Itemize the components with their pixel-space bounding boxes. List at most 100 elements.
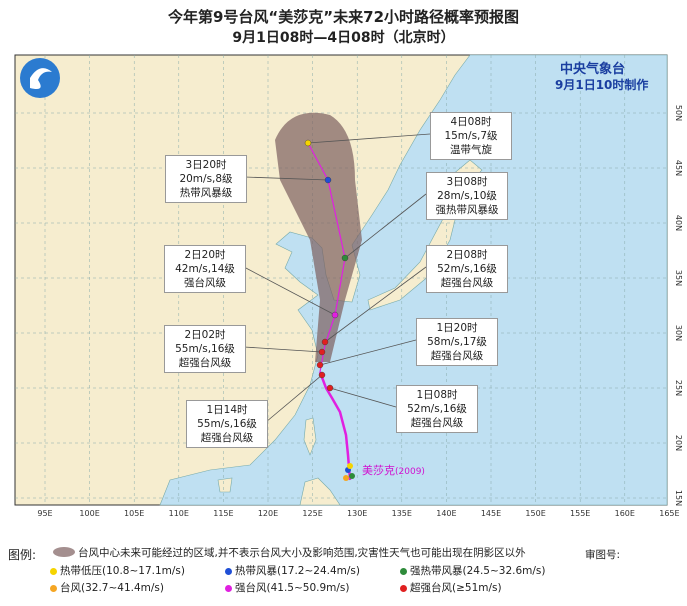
legend-text: 超强台风(≥51m/s) (410, 582, 502, 594)
longitude-label: 150E (525, 509, 545, 518)
leader-line (243, 266, 336, 316)
longitude-label: 95E (37, 509, 52, 518)
forecast-wind: 20m/s,8级 (179, 173, 233, 185)
legend-text: 台风(32.7~41.4m/s) (60, 582, 164, 594)
track-point (326, 384, 334, 392)
logo (20, 58, 60, 98)
leader-line (243, 346, 323, 353)
past-track (318, 371, 352, 481)
past-point (349, 473, 355, 479)
legend-dot (50, 567, 57, 575)
hainan (217, 477, 233, 493)
latitude-label: 45N (674, 160, 683, 176)
legend-text: 强热带风暴(24.5~32.6m/s) (410, 565, 546, 577)
forecast-label: 1日14时 55m/s,16级 超强台风级 (186, 400, 268, 448)
typhoon-name-text: 美莎克 (362, 464, 395, 477)
latitude-label: 40N (674, 215, 683, 231)
forecast-level: 超强台风级 (178, 357, 232, 369)
longitude-label: 100E (79, 509, 99, 518)
longitude-label: 110E (169, 509, 189, 518)
leader-line (329, 387, 397, 408)
title: 今年第9号台风“美莎克”未来72小时路径概率预报图 (167, 8, 520, 26)
past-point (343, 475, 349, 481)
latitude-label: 20N (674, 435, 683, 451)
track-point (316, 361, 324, 369)
forecast-label: 2日08时 52m/s,16级 超强台风级 (426, 245, 508, 293)
legend-title: 图例: (8, 548, 37, 562)
longitude-label: 155E (570, 509, 590, 518)
forecast-level: 强台风级 (184, 277, 226, 289)
track-point (321, 338, 329, 346)
forecast-label: 2日02时 55m/s,16级 超强台风级 (164, 325, 246, 373)
forecast-wind: 58m/s,17级 (427, 336, 487, 348)
legend-item: 热带风暴(17.2~24.4m/s) (225, 563, 360, 578)
latitude-label: 50N (674, 105, 683, 121)
legend-item: 强台风(41.5~50.9m/s) (225, 580, 350, 595)
forecast-level: 超强台风级 (440, 277, 494, 289)
forecast-label: 3日08时 28m/s,10级 强热带风暴级 (426, 172, 508, 220)
forecast-time: 1日14时 (206, 404, 248, 416)
past-point (347, 463, 353, 469)
forecast-level: 超强台风级 (200, 432, 254, 444)
forecast-level: 温带气旋 (450, 144, 492, 156)
longitude-label: 140E (436, 509, 456, 518)
forecast-level: 强热带风暴级 (435, 204, 499, 216)
track-point (304, 139, 312, 147)
leader-line (344, 193, 427, 259)
agency: 中央气象台 (560, 62, 626, 77)
forecast-label: 4日08时 15m/s,7级 温带气旋 (430, 112, 512, 160)
latitude-label: 35N (674, 270, 683, 286)
forecast-time: 3日20时 (185, 159, 227, 171)
legend-dot (225, 584, 232, 592)
forecast-wind: 55m/s,16级 (197, 418, 257, 430)
forecast-level: 超强台风级 (410, 417, 464, 429)
forecast-wind: 52m/s,16级 (407, 403, 467, 415)
forecast-time: 2日02时 (184, 329, 226, 341)
forecast-wind: 15m/s,7级 (444, 130, 498, 142)
forecast-label: 1日08时 52m/s,16级 超强台风级 (396, 385, 478, 433)
latitude-label: 25N (674, 380, 683, 396)
legend-item: 强热带风暴(24.5~32.6m/s) (400, 563, 546, 578)
longitude-label: 145E (481, 509, 501, 518)
longitude-label: 135E (392, 509, 412, 518)
logo-swirl (30, 68, 52, 89)
leader-line (265, 374, 323, 423)
longitude-label: 105E (124, 509, 144, 518)
subtitle: 9月1日08时—4日08时（北京时） (232, 30, 455, 46)
latitude-label: 15N (674, 490, 683, 506)
legend-dot (400, 567, 407, 575)
forecast-time: 1日08时 (416, 389, 458, 401)
track-point (318, 348, 326, 356)
forecast-level: 超强台风级 (430, 350, 484, 362)
forecast-label: 2日20时 42m/s,14级 强台风级 (164, 245, 246, 293)
track-point (341, 254, 349, 262)
forecast-wind: 55m/s,16级 (175, 343, 235, 355)
track-point (318, 371, 326, 379)
longitude-label: 115E (213, 509, 233, 518)
leader-line (307, 133, 431, 144)
legend-item: 超强台风(≥51m/s) (400, 580, 502, 595)
issued: 9月1日10时制作 (555, 78, 649, 92)
forecast-label: 3日20时 20m/s,8级 热带风暴级 (165, 155, 247, 203)
probability-cone (275, 112, 362, 363)
forecast-time: 2日20时 (184, 249, 226, 261)
legend-cone: 台风中心未来可能经过的区域,并不表示台风大小及影响范围,灾害性天气也可能出现在阴… (78, 547, 526, 559)
leader-line (319, 339, 417, 366)
forecast-wind: 28m/s,10级 (437, 190, 497, 202)
forecast-time: 1日20时 (436, 322, 478, 334)
forecast-time: 2日08时 (446, 249, 488, 261)
legend-text: 强台风(41.5~50.9m/s) (235, 582, 350, 594)
forecast-level: 热带风暴级 (179, 187, 233, 199)
legend-text: 热带风暴(17.2~24.4m/s) (235, 565, 360, 577)
legend-cone-icon (53, 547, 75, 557)
track-point (324, 176, 332, 184)
typhoon-name: 美莎克(2009) (362, 462, 425, 478)
legend-dot (225, 567, 232, 575)
taiwan (303, 417, 317, 456)
forecast-time: 4日08时 (450, 116, 492, 128)
track-point (331, 311, 339, 319)
longitude-label: 160E (615, 509, 635, 518)
forecast-time: 3日08时 (446, 176, 488, 188)
